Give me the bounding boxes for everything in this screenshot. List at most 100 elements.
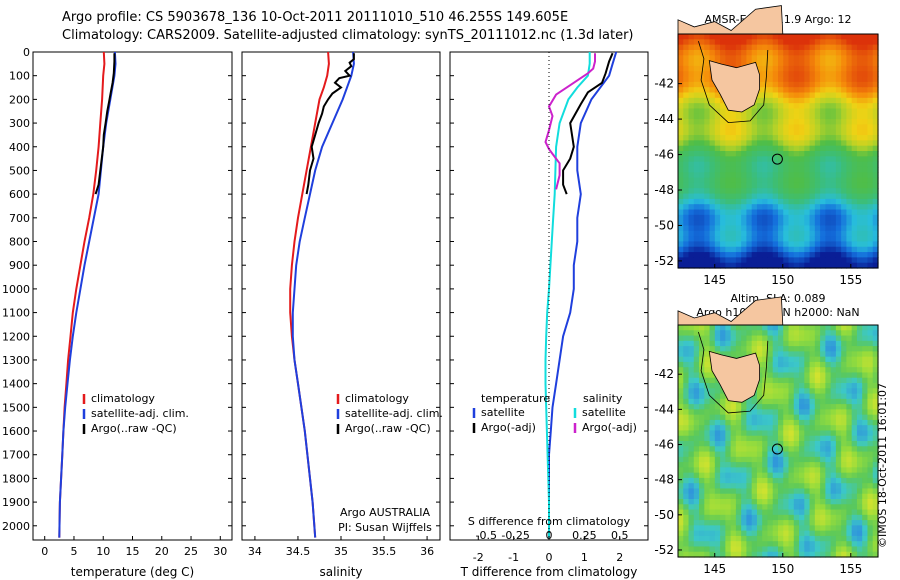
map-cell bbox=[725, 525, 732, 532]
map-cell bbox=[846, 124, 853, 131]
map-cell bbox=[872, 252, 879, 258]
map-cell bbox=[841, 92, 848, 99]
map-cell bbox=[809, 204, 816, 211]
map-cell bbox=[788, 129, 795, 136]
map-cell bbox=[709, 435, 716, 442]
map-cell bbox=[856, 145, 863, 152]
map-cell bbox=[741, 135, 748, 141]
map-cell bbox=[693, 214, 700, 221]
map-cell bbox=[699, 467, 705, 474]
map-cell bbox=[835, 156, 842, 163]
map-cell bbox=[862, 209, 869, 216]
map-cell bbox=[862, 325, 869, 331]
map-cell bbox=[862, 509, 869, 516]
map-cell bbox=[872, 49, 879, 56]
map-cell bbox=[830, 467, 837, 474]
map-cell bbox=[741, 241, 748, 248]
diff-salinity-legend-label: Argo(-adj) bbox=[582, 421, 637, 434]
map-cell bbox=[846, 108, 853, 115]
map-cell bbox=[746, 252, 753, 258]
map-cell bbox=[835, 60, 842, 67]
map-cell bbox=[809, 156, 816, 163]
map-cell bbox=[704, 145, 711, 152]
map-cell bbox=[825, 204, 832, 211]
map-cell bbox=[741, 236, 748, 243]
map-longitude-label: 155 bbox=[839, 273, 862, 287]
map-cell bbox=[693, 525, 700, 532]
map-cell bbox=[746, 204, 753, 211]
map-cell bbox=[788, 451, 795, 458]
map-cell bbox=[730, 472, 737, 479]
map-cell bbox=[851, 325, 858, 331]
map-cell bbox=[846, 451, 853, 458]
map-cell bbox=[725, 530, 732, 537]
map-cell bbox=[688, 225, 695, 232]
map-cell bbox=[693, 209, 700, 216]
map-cell bbox=[767, 446, 774, 453]
map-cell bbox=[709, 493, 716, 500]
map-cell bbox=[720, 493, 726, 500]
map-cell bbox=[741, 177, 748, 184]
map-cell bbox=[846, 34, 853, 40]
map-cell bbox=[835, 209, 842, 216]
map-cell bbox=[851, 166, 858, 173]
map-cell bbox=[809, 166, 816, 173]
map-cell bbox=[825, 60, 832, 67]
map-cell bbox=[709, 325, 716, 331]
map-cell bbox=[778, 161, 784, 168]
map-cell bbox=[804, 252, 811, 258]
map-cell bbox=[678, 119, 684, 126]
map-cell bbox=[751, 34, 758, 40]
map-cell bbox=[751, 504, 758, 511]
map-cell bbox=[772, 257, 779, 264]
map-cell bbox=[841, 340, 848, 347]
map-cell bbox=[867, 103, 874, 110]
map-cell bbox=[772, 204, 779, 211]
map-cell bbox=[725, 44, 732, 51]
map-cell bbox=[841, 361, 848, 368]
map-cell bbox=[814, 241, 821, 248]
map-cell bbox=[767, 230, 774, 237]
map-cell bbox=[799, 446, 805, 453]
map-cell bbox=[725, 477, 732, 484]
map-cell bbox=[809, 398, 816, 405]
map-cell bbox=[704, 388, 711, 395]
map-cell bbox=[767, 124, 774, 131]
map-cell bbox=[746, 177, 753, 184]
map-cell bbox=[704, 472, 711, 479]
depth-tick-label: 500 bbox=[9, 164, 30, 177]
map-cell bbox=[862, 39, 869, 46]
map-cell bbox=[830, 135, 837, 141]
map-cell bbox=[714, 257, 721, 264]
map-cell bbox=[746, 44, 753, 51]
map-cell bbox=[746, 451, 753, 458]
argo-program-label: Argo AUSTRALIA bbox=[340, 506, 430, 519]
map-cell bbox=[778, 209, 784, 216]
map-cell bbox=[756, 49, 763, 56]
map-cell bbox=[841, 325, 848, 331]
map-cell bbox=[788, 514, 795, 521]
map-cell bbox=[862, 220, 869, 227]
map-cell bbox=[846, 367, 853, 374]
map-cell bbox=[678, 230, 684, 237]
map-cell bbox=[730, 514, 737, 521]
map-cell bbox=[820, 209, 826, 216]
float-position-marker bbox=[771, 443, 783, 455]
map-cell bbox=[851, 551, 858, 558]
map-cell bbox=[825, 129, 832, 136]
map-cell bbox=[841, 87, 848, 94]
map-cell bbox=[783, 356, 790, 363]
map-cell bbox=[688, 535, 695, 542]
map-cell bbox=[709, 535, 716, 542]
map-cell bbox=[793, 55, 800, 62]
map-cell bbox=[688, 76, 695, 83]
map-cell bbox=[872, 92, 879, 99]
map-cell bbox=[862, 477, 869, 484]
map-cell bbox=[751, 262, 758, 269]
map-cell bbox=[851, 493, 858, 500]
map-cell bbox=[799, 151, 805, 157]
map-cell bbox=[867, 493, 874, 500]
depth-tick-label: 400 bbox=[9, 141, 30, 154]
map-cell bbox=[804, 236, 811, 243]
map-cell bbox=[756, 488, 763, 495]
